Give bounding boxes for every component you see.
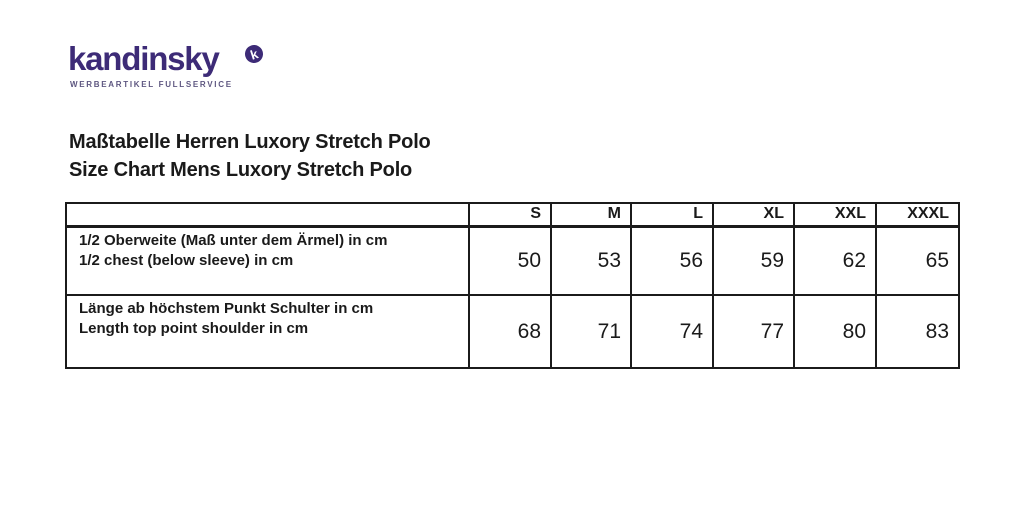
- length-value-m: 71: [550, 294, 632, 369]
- size-header-s: S: [468, 202, 552, 228]
- measure-label-length: Länge ab höchstem Punkt Schulter in cm L…: [65, 294, 470, 369]
- length-value-l: 74: [630, 294, 714, 369]
- kandinsky-logo: kandinsky: [68, 40, 220, 77]
- measure-label-chest-de: 1/2 Oberweite (Maß unter dem Ärmel) in c…: [79, 231, 388, 249]
- size-header-xxl: XXL: [793, 202, 877, 228]
- document-title: Maßtabelle Herren Luxory Stretch Polo Si…: [69, 128, 431, 184]
- length-value-s: 68: [468, 294, 552, 369]
- size-header-xl: XL: [712, 202, 795, 228]
- kandinsky-wordmark: kandinsky: [68, 40, 220, 77]
- size-chart-table: S M L XL XXL XXXL 1/2 Oberweite (Maß unt…: [65, 202, 960, 369]
- chest-value-l: 56: [630, 225, 714, 296]
- size-header-xxxl: XXXL: [875, 202, 960, 228]
- chest-value-m: 53: [550, 225, 632, 296]
- length-value-xxl: 80: [793, 294, 877, 369]
- header-row: S M L XL XXL XXXL: [65, 202, 960, 228]
- length-value-xxxl: 83: [875, 294, 960, 369]
- chest-value-xxxl: 65: [875, 225, 960, 296]
- table-row-chest: 1/2 Oberweite (Maß unter dem Ärmel) in c…: [65, 225, 960, 296]
- measure-label-length-en: Length top point shoulder in cm: [79, 320, 309, 337]
- measure-label-chest-en: 1/2 chest (below sleeve) in cm: [79, 251, 294, 269]
- chest-value-xxl: 62: [793, 225, 877, 296]
- kandinsky-k-icon: k: [242, 42, 266, 66]
- length-value-xl: 77: [712, 294, 795, 369]
- title-line-english: Size Chart Mens Luxory Stretch Polo: [69, 159, 413, 181]
- corner-cell: [65, 202, 470, 228]
- measure-label-length-de: Länge ab höchstem Punkt Schulter in cm: [79, 300, 374, 317]
- table-row-length: Länge ab höchstem Punkt Schulter in cm L…: [65, 294, 960, 369]
- chest-value-xl: 59: [712, 225, 795, 296]
- chest-value-s: 50: [468, 225, 552, 296]
- measure-label-chest: 1/2 Oberweite (Maß unter dem Ärmel) in c…: [65, 225, 470, 296]
- title-line-german: Maßtabelle Herren Luxory Stretch Polo: [69, 131, 431, 153]
- k-badge-letter: k: [248, 45, 260, 63]
- size-header-l: L: [630, 202, 714, 228]
- logo-tagline: WERBEARTIKEL FULLSERVICE: [70, 80, 233, 89]
- size-header-m: M: [550, 202, 632, 228]
